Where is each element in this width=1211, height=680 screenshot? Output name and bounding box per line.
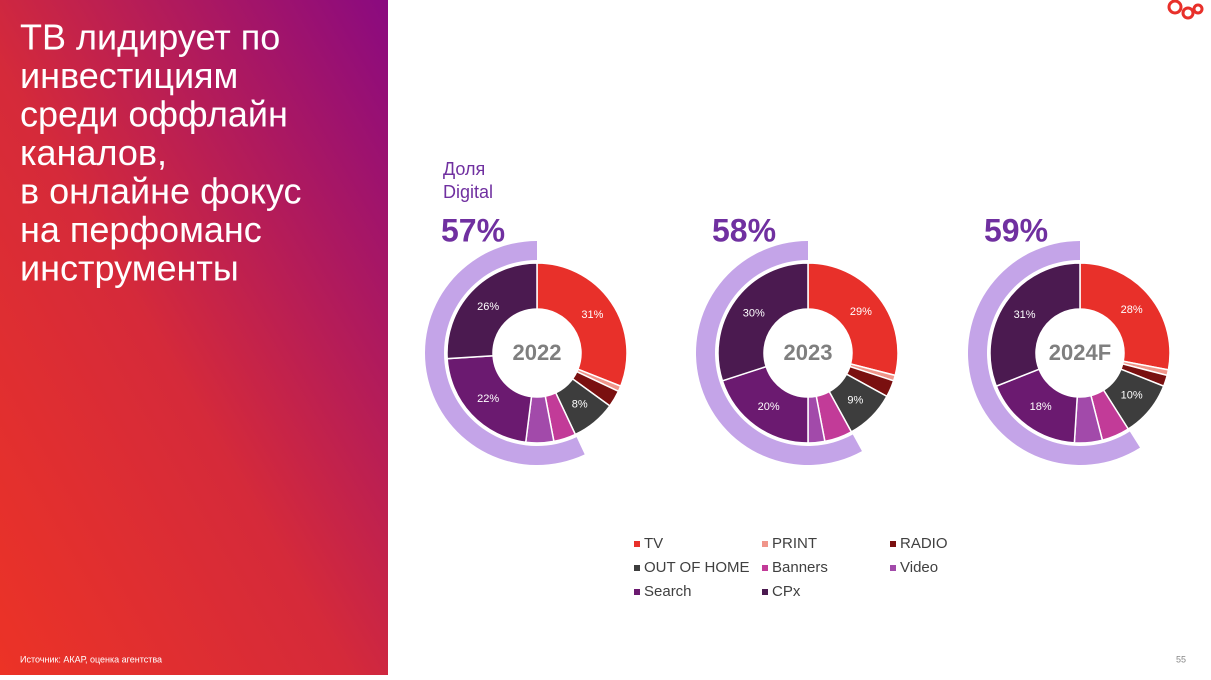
slide-title: каналов, bbox=[20, 132, 167, 173]
legend-label: Search bbox=[644, 583, 692, 600]
digital-share-arc bbox=[967, 241, 1141, 465]
legend-swatch bbox=[762, 589, 768, 595]
legend-swatch bbox=[890, 565, 896, 571]
donut-year: 2022 bbox=[513, 340, 562, 365]
legend-label: RADIO bbox=[900, 535, 948, 552]
legend-swatch bbox=[762, 541, 768, 547]
slide-title: среди оффлайн bbox=[20, 94, 288, 135]
digital-share-arc bbox=[424, 241, 585, 466]
value-label: 30% bbox=[743, 308, 765, 320]
value-label: 10% bbox=[1121, 390, 1143, 402]
side-panel bbox=[0, 0, 388, 675]
donut-segment bbox=[536, 262, 628, 388]
digital-caption: Digital bbox=[443, 182, 493, 202]
legend-label: Banners bbox=[772, 559, 828, 576]
legend-label: TV bbox=[644, 535, 663, 552]
page-number: 55 bbox=[1176, 654, 1186, 664]
value-label: 29% bbox=[850, 306, 872, 318]
donut-segment bbox=[446, 262, 538, 360]
legend-swatch bbox=[634, 589, 640, 595]
value-label: 31% bbox=[581, 309, 603, 321]
slide-title: ТВ лидирует по bbox=[20, 17, 280, 58]
slide-title: в онлайне фокус bbox=[20, 171, 301, 212]
value-label: 31% bbox=[1014, 309, 1036, 321]
value-label: 26% bbox=[477, 301, 499, 313]
donut-segment bbox=[1079, 262, 1171, 371]
donut-segment bbox=[807, 262, 899, 377]
legend-swatch bbox=[634, 565, 640, 571]
digital-share-label: 57% bbox=[441, 212, 505, 248]
value-label: 9% bbox=[847, 394, 863, 406]
value-label: 20% bbox=[758, 401, 780, 413]
digital-share-label: 59% bbox=[984, 212, 1048, 248]
legend-label: PRINT bbox=[772, 535, 817, 552]
donut-segment bbox=[989, 262, 1081, 388]
legend-swatch bbox=[890, 541, 896, 547]
digital-share-arc bbox=[696, 241, 862, 466]
legend-swatch bbox=[634, 541, 640, 547]
source-note: Источник: АКАР, оценка агентства bbox=[20, 654, 162, 664]
legend-label: Video bbox=[900, 559, 938, 576]
value-label: 18% bbox=[1030, 401, 1052, 413]
value-label: 8% bbox=[572, 399, 588, 411]
logo bbox=[1167, 0, 1204, 20]
slide-title: инвестициям bbox=[20, 55, 238, 96]
slide-title: инструменты bbox=[20, 248, 239, 289]
legend-swatch bbox=[762, 565, 768, 571]
legend-label: OUT OF HOME bbox=[644, 559, 750, 576]
value-label: 22% bbox=[477, 393, 499, 405]
donut-year: 2023 bbox=[784, 340, 833, 365]
donut-year: 2024F bbox=[1049, 340, 1111, 365]
value-label: 28% bbox=[1121, 304, 1143, 316]
digital-caption: Доля bbox=[443, 159, 485, 179]
slide-title: на перфоманс bbox=[20, 209, 262, 250]
legend-label: CPx bbox=[772, 583, 801, 600]
donut-segment bbox=[717, 262, 809, 382]
digital-share-label: 58% bbox=[712, 212, 776, 248]
